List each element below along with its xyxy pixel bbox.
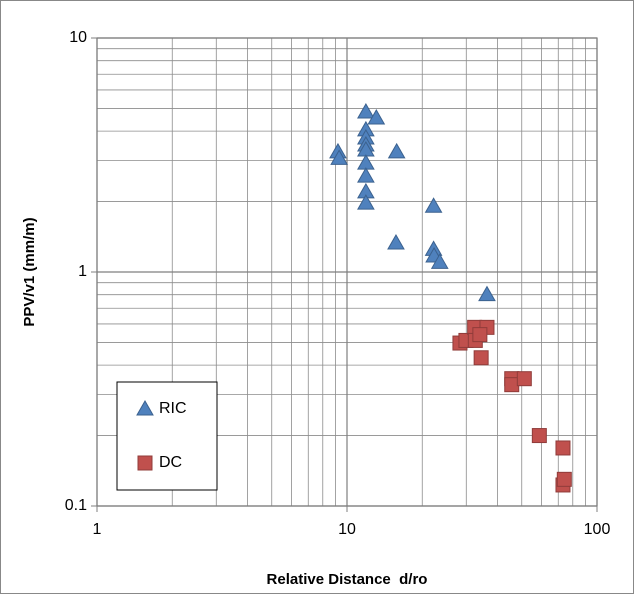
x-axis-title: Relative Distance d/ro xyxy=(267,571,428,588)
marker xyxy=(556,471,572,487)
plot-border xyxy=(96,37,598,507)
marker xyxy=(478,285,496,302)
marker xyxy=(555,440,571,456)
legend: RIC DC xyxy=(116,381,218,491)
x-tick-label: 100 xyxy=(584,521,611,538)
marker xyxy=(516,371,532,387)
y-tick-label: 10 xyxy=(69,29,87,46)
marker xyxy=(357,102,375,119)
marker xyxy=(387,142,406,159)
y-axis-title: PPV/v1 (mm/m) xyxy=(21,217,38,326)
marker xyxy=(472,327,488,343)
marker xyxy=(367,109,386,125)
legend-label: DC xyxy=(159,454,182,471)
legend-box xyxy=(116,381,218,491)
marker xyxy=(430,253,449,269)
x-tick-label: 10 xyxy=(338,521,356,538)
legend-marker xyxy=(136,399,154,416)
marker xyxy=(330,149,348,165)
marker xyxy=(387,234,405,250)
marker xyxy=(424,197,443,213)
marker xyxy=(357,194,375,210)
marker xyxy=(357,167,375,183)
legend-label: RIC xyxy=(159,400,187,417)
marker xyxy=(504,377,520,393)
legend-marker xyxy=(137,455,153,471)
marker xyxy=(531,428,547,444)
x-tick-label: 1 xyxy=(93,521,102,538)
marker xyxy=(473,350,489,366)
y-tick-label: 0.1 xyxy=(65,497,87,514)
y-tick-label: 1 xyxy=(78,263,87,280)
